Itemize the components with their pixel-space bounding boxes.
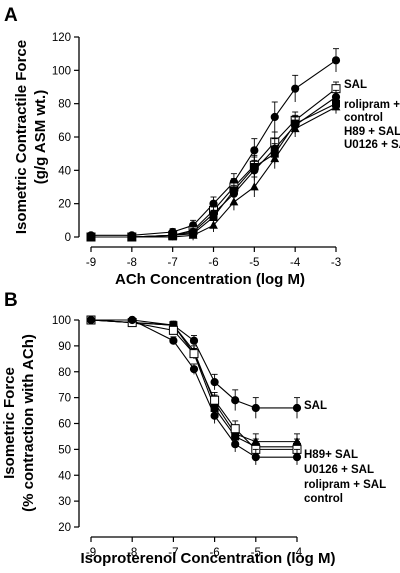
panel-b-point-rolipram-sal <box>168 325 178 335</box>
panel-b-y-tick-label: 20 <box>58 522 71 534</box>
panel-b-y-tick-label: 70 <box>58 393 71 405</box>
panel-a-point-u0126-sal <box>127 232 137 241</box>
panel-b-y-tick-label: 80 <box>58 367 71 379</box>
panel-a-x-tick-label: -3 <box>331 257 341 269</box>
panel-a-point-sal <box>291 84 300 93</box>
panel-a-x-tick-label: -4 <box>290 257 301 269</box>
panel-a-label-control: control <box>344 112 383 124</box>
panel-a-y-tick-label: 20 <box>58 199 71 211</box>
panel-a-point-sal <box>270 112 279 122</box>
panel-a-point-u0126-sal <box>290 123 300 133</box>
panel-a-y-tick-label: 0 <box>65 232 71 244</box>
panel-b-axes: 20 30 40 50 60 70 80 90 100 -9 -8 -7 -6 -5 -4 <box>52 315 303 559</box>
panel-a-x-tick-label: -5 <box>249 257 259 269</box>
panel-a-y-tick-label: 120 <box>52 32 71 44</box>
panel-a-point-h89-sal <box>209 213 218 221</box>
panel-b-label-h89-sal: H89+ SAL <box>304 449 358 461</box>
panel-a-y-tick-label: 40 <box>58 165 71 177</box>
panel-a-label-sal: SAL <box>344 79 367 91</box>
panel-a-point-h89-sal <box>229 186 238 195</box>
panel-b-point-sal <box>292 403 302 413</box>
panel-a-x-tick-label: -6 <box>208 257 218 269</box>
panel-b-point-control <box>251 453 260 462</box>
panel-b-point-control <box>231 440 240 449</box>
panel-a-point-u0126-sal <box>270 153 280 163</box>
panel-b-point-control <box>189 365 199 374</box>
panel-a-axes: 0 20 40 60 80 100 120 -9 -8 -7 -6 -5 -4 -3 <box>52 32 341 269</box>
panel-a-letter: A <box>4 5 18 26</box>
panel-a-label-h89-sal: H89 + SAL <box>344 126 400 138</box>
panel-a-series-line-h89-sal <box>91 103 337 238</box>
panel-b-label-rolipram-sal: rolipram + SAL <box>304 479 386 491</box>
panel-a-point-u0126-sal <box>209 220 218 229</box>
panel-b-y-tick-label: 100 <box>52 315 71 327</box>
panel-a-y-axis-unit: (g/g ASM wt.) <box>32 90 49 184</box>
panel-a-point-u0126-sal <box>168 232 178 241</box>
panel-a-x-tick-label: -9 <box>86 257 96 269</box>
panel-b-y-tick-label: 30 <box>58 496 71 508</box>
panel-b-x-tick-label: -5 <box>251 547 261 559</box>
panel-a-x-tick-label: -8 <box>127 257 137 269</box>
panel-a-label-rolipram-sal: rolipram + SAL <box>344 99 400 111</box>
panel-b-point-rolipram-sal <box>210 395 220 405</box>
panel-b-label-control: control <box>304 493 343 505</box>
panel-a-point-sal <box>331 56 341 65</box>
panel-b-y-tick-label: 60 <box>58 419 71 431</box>
panel-b-y-axis-unit: (% contraction with ACh) <box>20 334 37 512</box>
panel-b-point-sal <box>210 378 219 387</box>
panel-a-y-tick-label: 80 <box>58 99 71 111</box>
panel-b-chart: B Isometric Force (% contraction with AC… <box>1 290 386 567</box>
panel-b-point-control <box>86 315 96 325</box>
panel-b-label-u0126-sal: U0126 + SAL <box>304 464 374 476</box>
panel-b-point-sal <box>189 336 199 345</box>
panel-a-point-u0126-sal <box>188 230 198 239</box>
panel-b-point-control <box>292 453 302 462</box>
panel-b-point-control <box>210 411 219 420</box>
panel-a-x-tick-label: -7 <box>168 257 178 269</box>
panel-a-y-tick-label: 100 <box>52 65 71 77</box>
panel-a-series-u0126-sal <box>86 99 341 241</box>
panel-b-y-axis-title: Isometric Force <box>1 367 18 479</box>
panel-b-y-tick-label: 50 <box>58 444 71 456</box>
panel-b-point-u0126-sal <box>169 321 178 330</box>
panel-a-point-u0126-sal <box>331 102 341 111</box>
panel-a-point-u0126-sal <box>249 182 259 191</box>
panel-a-series-line-sal <box>91 59 337 236</box>
panel-b-y-tick-label: 40 <box>58 470 71 482</box>
panel-b-x-tick-label: -7 <box>168 547 178 559</box>
panel-b-point-sal <box>231 396 240 405</box>
panel-b-point-control <box>169 336 178 345</box>
panel-a-label-u0126-sal: U0126 + SAL <box>344 139 400 151</box>
panel-b-x-axis-title: Isoproterenol Concentration (log M) <box>81 550 336 567</box>
panel-b-x-tick-label: -8 <box>127 547 137 559</box>
panel-b-label-sal: SAL <box>304 400 327 412</box>
panel-a-point-u0126-sal <box>229 197 239 206</box>
panel-a-point-h89-sal <box>250 163 259 171</box>
panel-a-x-axis-title: ACh Concentration (log M) <box>115 271 305 288</box>
panel-b-x-tick-label: -4 <box>292 547 303 559</box>
panel-b-x-tick-label: -9 <box>86 547 96 559</box>
panel-b-series <box>86 315 302 465</box>
panel-a-series-line-u0126-sal <box>91 106 337 238</box>
panel-b-point-sal <box>251 403 260 413</box>
panel-a-chart: A Isometric Contractile Force (g/g ASM w… <box>4 5 400 288</box>
panel-a-point-u0126-sal <box>86 232 96 241</box>
panel-b-point-rolipram-sal <box>189 349 199 359</box>
panel-b-series-control <box>86 315 302 465</box>
panel-a-y-axis-title: Isometric Contractile Force <box>13 40 30 234</box>
panel-b-point-control <box>128 315 137 325</box>
panel-b-x-tick-label: -6 <box>209 547 219 559</box>
panel-a-series <box>86 48 341 242</box>
panel-b-point-rolipram-sal <box>230 424 240 434</box>
panel-b-series-labels: SAL H89+ SAL U0126 + SAL rolipram + SAL cont… <box>304 400 386 505</box>
panel-a-point-sal <box>250 146 259 155</box>
panel-b-y-tick-label: 90 <box>58 341 71 353</box>
panel-b-letter: B <box>4 290 18 311</box>
panel-a-y-tick-label: 60 <box>58 132 71 144</box>
